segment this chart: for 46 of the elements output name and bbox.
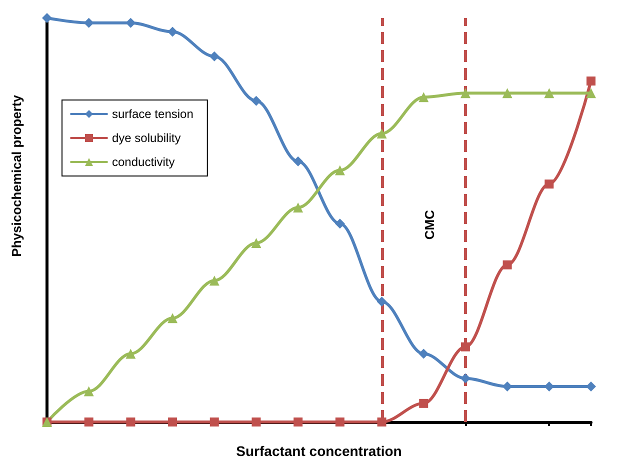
point: [334, 165, 345, 176]
point: [377, 418, 386, 426]
point: [126, 348, 136, 359]
point: [168, 26, 178, 37]
point: [209, 51, 220, 62]
y-axis-title: Physicochemical property: [9, 94, 24, 257]
point: [294, 418, 303, 426]
point: [251, 96, 262, 106]
point: [334, 218, 345, 229]
point: [126, 18, 136, 28]
point: [502, 381, 512, 392]
annotation: CMC: [422, 209, 437, 240]
point: [42, 13, 52, 23]
point: [460, 88, 470, 98]
point: [210, 418, 219, 426]
point: [586, 88, 596, 98]
point: [586, 381, 596, 392]
legend-label: surface tension: [112, 107, 194, 121]
point: [544, 88, 554, 98]
point: [460, 373, 470, 384]
point: [335, 418, 344, 426]
point: [418, 348, 429, 359]
point: [293, 156, 304, 166]
point: [293, 202, 304, 212]
point: [419, 398, 428, 408]
point: [168, 418, 178, 426]
point: [84, 18, 94, 28]
point: [252, 418, 261, 426]
point: [251, 238, 262, 248]
x-axis-title: Surfactant concentration: [236, 443, 402, 459]
legend-label: dye solubility: [112, 131, 181, 145]
point: [586, 76, 596, 86]
legend-label: conductivity: [112, 155, 175, 169]
point: [84, 418, 94, 426]
point: [84, 386, 94, 396]
point: [209, 276, 220, 286]
point: [502, 88, 512, 98]
point: [376, 296, 387, 307]
point: [544, 381, 554, 392]
point: [502, 260, 512, 270]
point: [126, 418, 136, 426]
point: [460, 342, 470, 352]
point: [544, 180, 554, 189]
point: [376, 128, 387, 139]
point: [418, 92, 429, 102]
point: [168, 313, 178, 324]
